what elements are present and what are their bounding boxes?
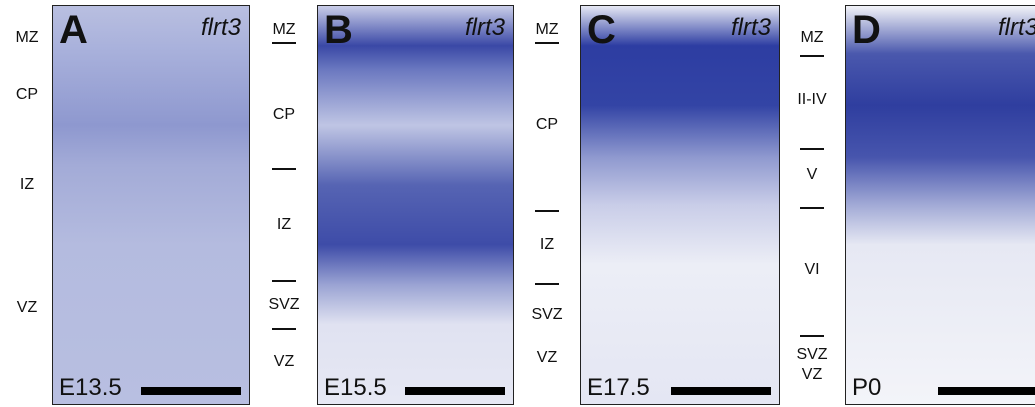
layer-divider (800, 207, 824, 209)
layer-label: VZ (801, 366, 823, 383)
layer-divider (272, 280, 296, 282)
scale-bar (938, 387, 1035, 395)
layer-divider (535, 210, 559, 212)
stage-label: E15.5 (324, 374, 387, 401)
layer-label: V (806, 166, 818, 183)
layer-label: CP (15, 86, 39, 103)
gene-label: flrt3 (997, 14, 1035, 41)
layer-label: SVZ (268, 296, 300, 313)
layer-label: IZ (539, 236, 555, 253)
gene-label: flrt3 (730, 14, 771, 41)
layer-label: IZ (276, 216, 292, 233)
stage-label: P0 (852, 374, 882, 401)
scale-bar (671, 387, 771, 395)
layer-divider (272, 168, 296, 170)
layer-label: MZ (272, 21, 296, 38)
scale-bar (405, 387, 505, 395)
layer-label: VZ (536, 349, 558, 366)
layer-label: VZ (16, 299, 38, 316)
layer-label: MZ (800, 29, 824, 46)
layer-divider (535, 42, 559, 44)
stage-label: E17.5 (587, 374, 650, 401)
gene-label: flrt3 (464, 14, 505, 41)
layer-divider (800, 55, 824, 57)
layer-label: VI (804, 261, 820, 278)
layer-divider (535, 283, 559, 285)
layer-divider (272, 42, 296, 44)
scale-bar (141, 387, 241, 395)
layer-label: MZ (535, 21, 559, 38)
layer-label: IZ (19, 176, 35, 193)
gene-label: flrt3 (200, 14, 241, 41)
stage-label: E13.5 (59, 374, 122, 401)
panel-letter: A (59, 8, 88, 52)
panel-letter: D (852, 8, 881, 52)
layer-divider (800, 335, 824, 337)
layer-divider (800, 148, 824, 150)
layer-label: CP (272, 106, 296, 123)
layer-label: VZ (273, 353, 295, 370)
panel-letter: C (587, 8, 616, 52)
panel-letter: B (324, 8, 353, 52)
layer-label: SVZ (531, 306, 563, 323)
layer-divider (272, 328, 296, 330)
layer-label: CP (535, 116, 559, 133)
layer-label: MZ (15, 29, 39, 46)
layer-label: II-IV (797, 91, 827, 108)
layer-label: SVZ (796, 346, 828, 363)
